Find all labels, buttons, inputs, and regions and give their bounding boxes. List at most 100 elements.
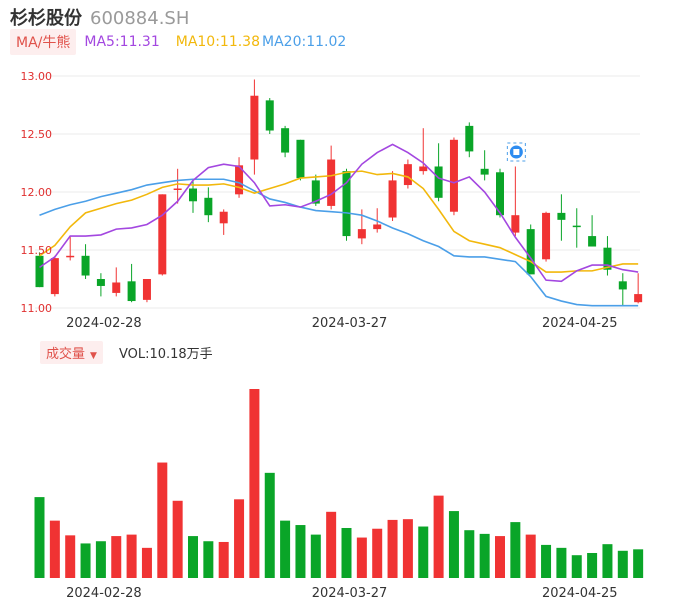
price-tick-label: 11.00 [21, 302, 53, 315]
volume-bar [234, 499, 245, 578]
candle-body [189, 188, 197, 202]
candle-body [342, 171, 351, 237]
candle [158, 194, 167, 276]
volume-date-label: 2024-03-27 [312, 586, 388, 601]
candle [634, 273, 643, 304]
candle [403, 159, 412, 189]
candle-body [66, 255, 75, 258]
volume-bar [602, 544, 613, 578]
stock-code: 600884.SH [90, 8, 190, 29]
candle-body [357, 229, 366, 239]
price-date-label: 2024-03-27 [312, 316, 388, 331]
candle-body [311, 180, 320, 204]
candle-body [449, 139, 458, 212]
candle [618, 273, 627, 306]
candle [388, 171, 397, 221]
candle [96, 273, 105, 297]
candle [480, 150, 489, 181]
stock-name: 杉杉股份 [10, 8, 82, 29]
volume-bar [372, 528, 383, 578]
candle [127, 263, 136, 303]
volume-bar [326, 511, 337, 578]
volume-bar [49, 520, 60, 578]
volume-bar [448, 511, 459, 578]
candle [265, 98, 274, 134]
candle [327, 145, 336, 210]
event-marker-frame [506, 142, 526, 162]
volume-bar [188, 536, 198, 578]
candle-body [265, 100, 274, 131]
candle-body [634, 294, 643, 303]
candle-body [204, 197, 213, 216]
candle-body [50, 258, 59, 295]
volume-bar [556, 547, 567, 578]
ma5-legend: MA5:11.31 [84, 34, 160, 50]
volume-bar [280, 520, 291, 578]
volume-bar [157, 462, 168, 578]
candle-body [142, 279, 151, 300]
candle [434, 143, 443, 202]
candle-body [81, 255, 90, 276]
candle-body [557, 212, 566, 220]
volume-bar [464, 530, 475, 578]
price-tick-label: 11.50 [21, 244, 53, 257]
price-tick-label: 12.00 [21, 186, 53, 199]
caret-down-icon: ▼ [90, 350, 97, 361]
candle-body [526, 229, 535, 275]
volume-bar [310, 534, 321, 578]
event-marker-icon[interactable] [506, 142, 526, 162]
volume-value: VOL:10.18万手 [118, 346, 213, 362]
event-marker-glyph [513, 149, 520, 155]
volume-bar [541, 544, 552, 578]
candle [572, 208, 581, 248]
volume-bar [402, 519, 413, 578]
volume-bar [418, 526, 429, 578]
candle-body [542, 212, 551, 260]
volume-bar [587, 552, 598, 578]
volume-bar [356, 537, 367, 578]
volume-bar [495, 536, 505, 578]
price-date-label: 2024-04-25 [542, 316, 618, 331]
candle [112, 267, 121, 297]
candle-body [219, 211, 228, 224]
ma10-line [39, 170, 639, 273]
candle [557, 194, 566, 241]
candle-body [373, 224, 382, 230]
candle-body [327, 159, 336, 206]
candle-body [434, 166, 443, 198]
candle-body [35, 255, 44, 288]
ma-selector-button[interactable]: MA/牛熊 [10, 29, 77, 55]
candle-body [618, 281, 627, 290]
ma10-legend: MA10:11.38 [175, 34, 261, 50]
candle-body [388, 180, 397, 218]
volume-bar [387, 519, 398, 578]
candle [603, 236, 612, 276]
candle [296, 139, 305, 181]
volume-bar [65, 535, 76, 578]
volume-selector-button[interactable]: 成交量 ▼ [40, 340, 103, 364]
price-tick-label: 13.00 [21, 70, 53, 83]
candle-body [112, 282, 121, 293]
volume-bar [80, 543, 91, 578]
candle-body [96, 279, 105, 286]
volume-bar [525, 534, 536, 578]
ma5-line [39, 143, 639, 283]
volume-bar [34, 497, 45, 578]
candle [173, 168, 182, 204]
ma20-legend: MA20:11.02 [262, 34, 347, 50]
volume-bar [295, 525, 306, 578]
candle-body [603, 247, 612, 270]
candle-body [235, 165, 244, 195]
candle [281, 125, 290, 158]
volume-bar [433, 495, 444, 578]
volume-date-label: 2024-04-25 [542, 586, 618, 601]
volume-bar [341, 527, 352, 578]
candle-body [403, 164, 412, 186]
candle [588, 215, 597, 247]
price-date-label: 2024-02-28 [66, 316, 142, 331]
candle [342, 168, 351, 241]
volume-bar [172, 500, 183, 578]
candle [235, 157, 244, 198]
candle [511, 166, 520, 237]
candle [449, 137, 458, 216]
